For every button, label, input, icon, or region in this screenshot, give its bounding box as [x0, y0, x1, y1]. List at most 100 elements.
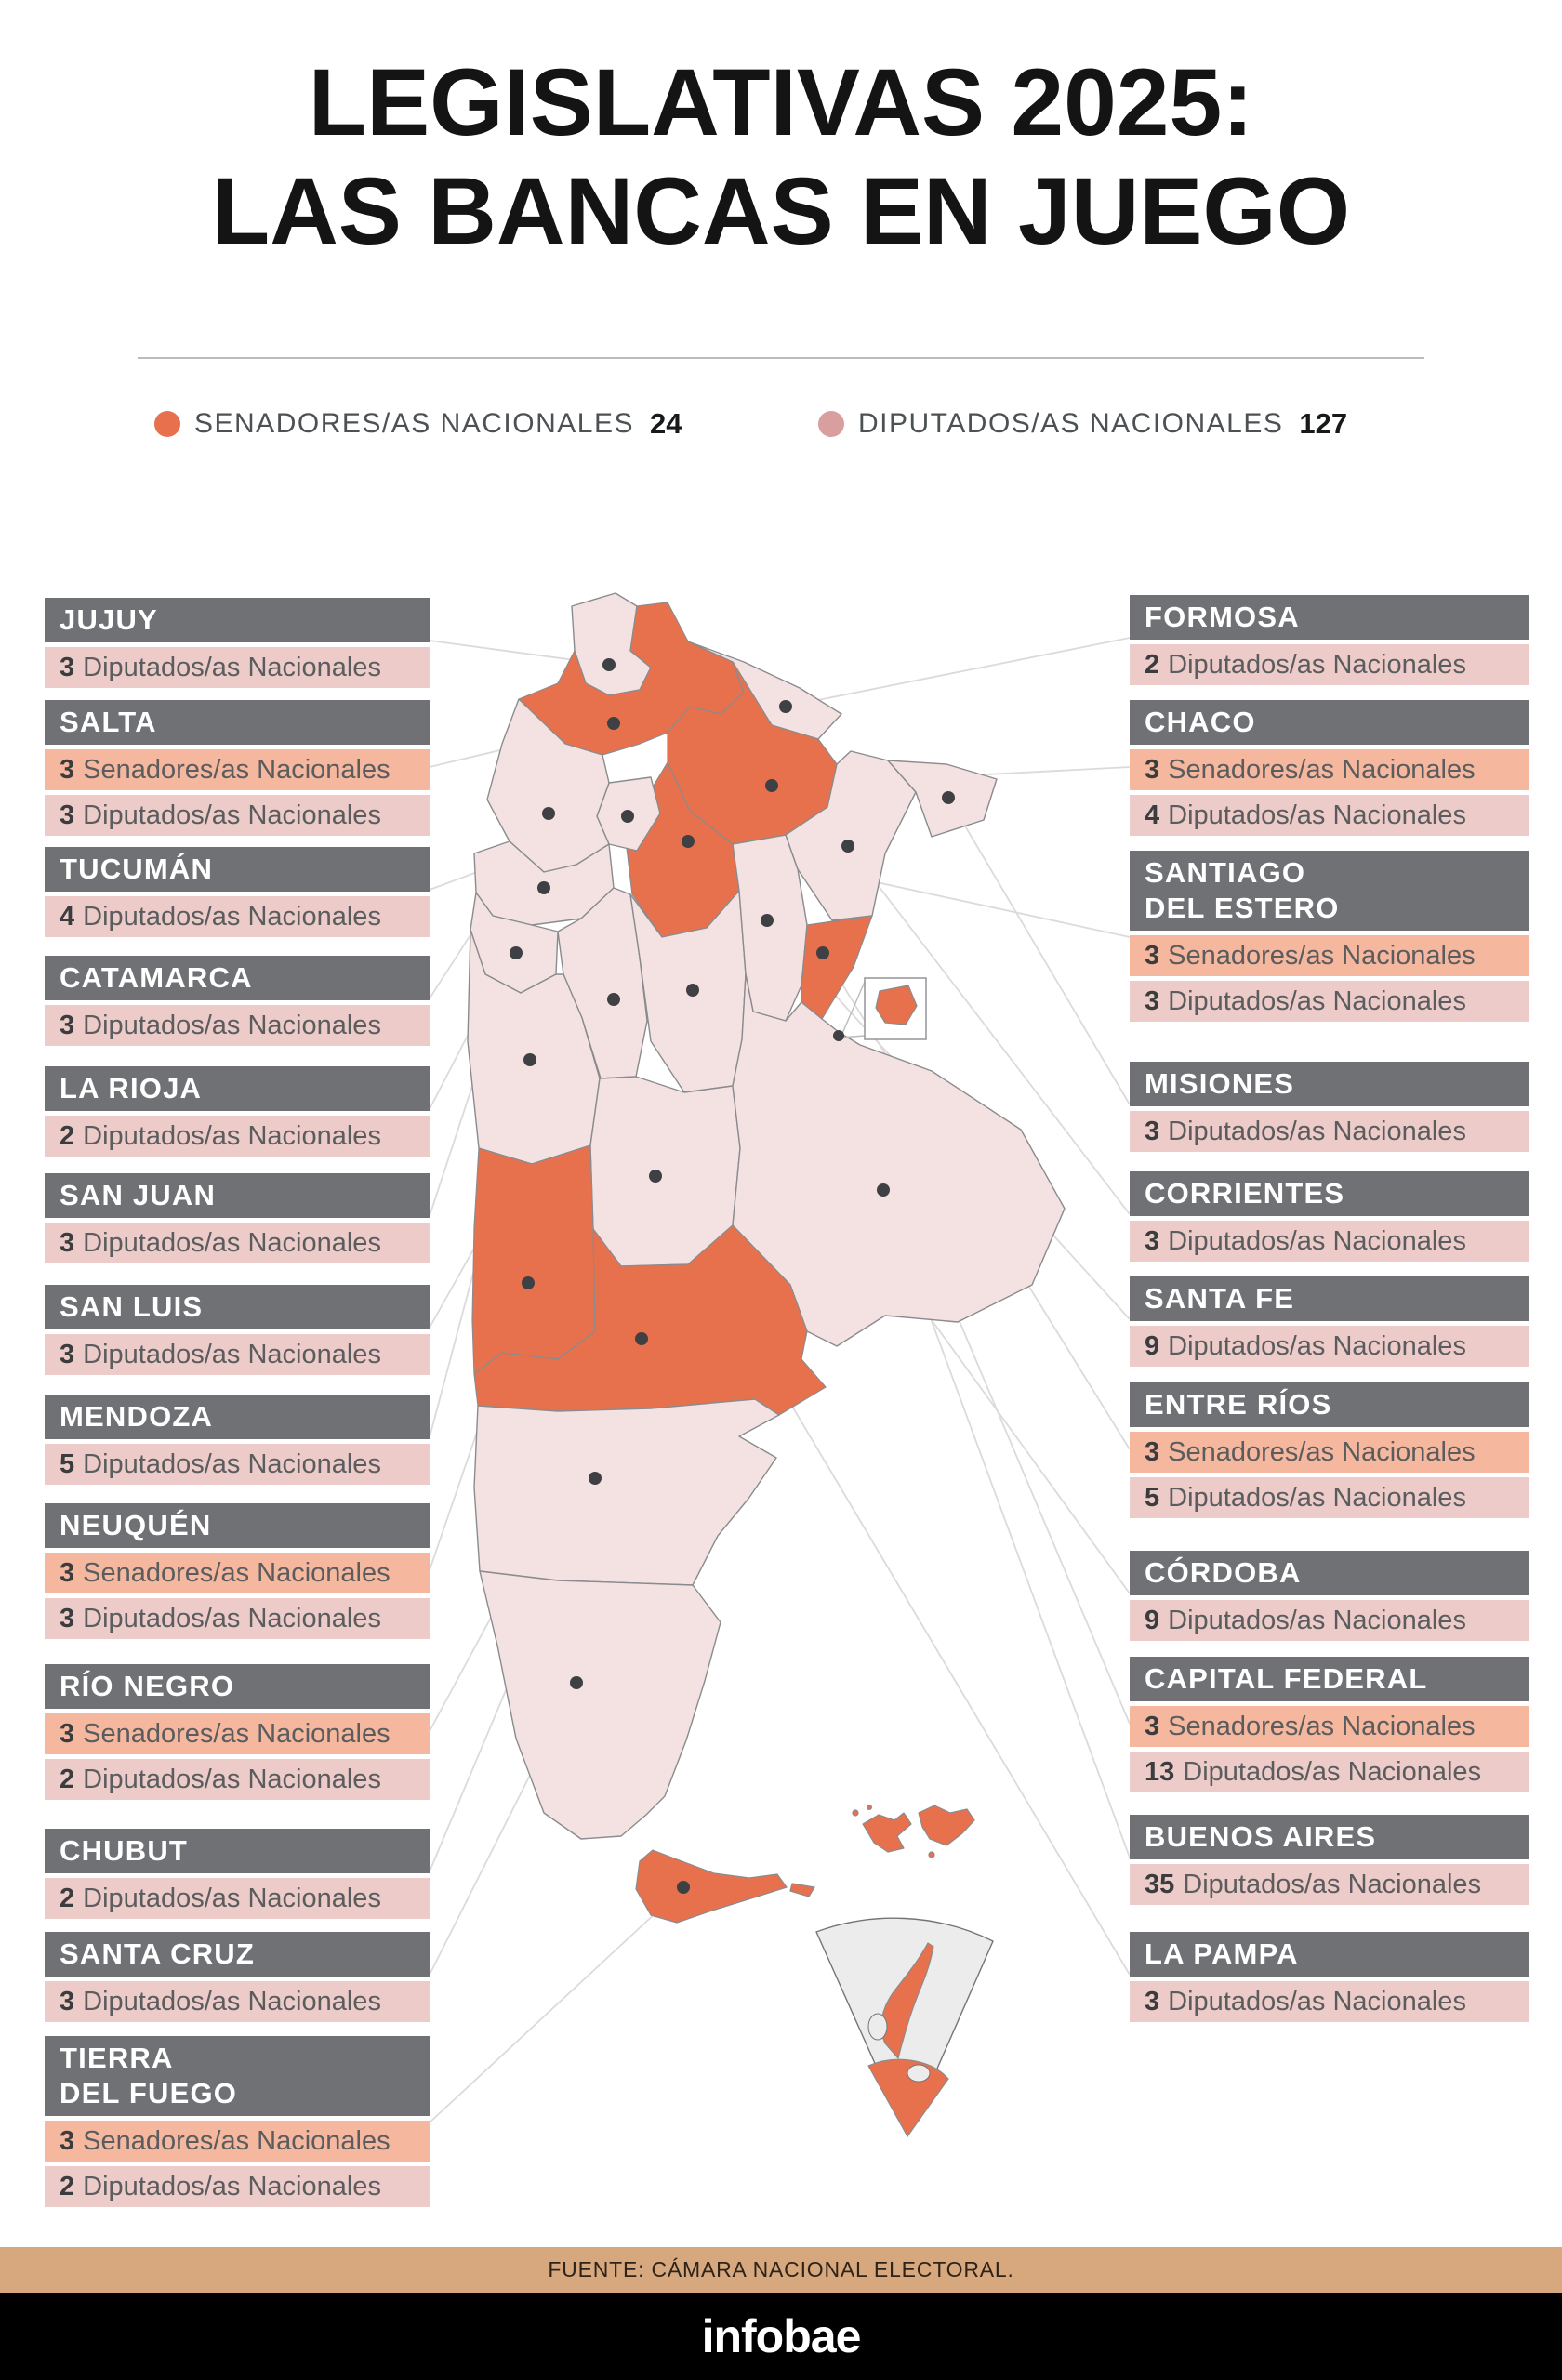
province-name: SANTA CRUZ	[45, 1932, 430, 1977]
deputies-row: 13 Diputados/as Nacionales	[1130, 1752, 1529, 1792]
antarctic-peninsula	[880, 1942, 934, 2059]
province-name: TUCUMÁN	[45, 847, 430, 892]
province-name: CORRIENTES	[1130, 1171, 1529, 1216]
province-block-san_luis: SAN LUIS 3 Diputados/as Nacionales	[45, 1285, 430, 1375]
province-block-santiago: SANTIAGO DEL ESTERO 3 Senadores/as Naciona…	[1130, 851, 1529, 1022]
province-shape-chubut	[473, 1398, 780, 1586]
province-name: MENDOZA	[45, 1395, 430, 1439]
deputies-row: 2 Diputados/as Nacionales	[45, 1878, 430, 1919]
province-labels-left: JUJUY 3 Diputados/as Nacionales SALTA 3 Se…	[45, 0, 430, 2380]
province-block-tierra_del_fuego: TIERRA DEL FUEGO 3 Senadores/as Nacionales…	[45, 2036, 430, 2207]
title-line-1: LEGISLATIVAS 2025:	[308, 49, 1254, 155]
province-block-santa_cruz: SANTA CRUZ 3 Diputados/as Nacionales	[45, 1932, 430, 2022]
deputies-legend-dot	[818, 411, 844, 437]
province-shapes	[467, 592, 1066, 1924]
deputies-row: 2 Diputados/as Nacionales	[45, 1759, 430, 1800]
province-block-capital_federal: CAPITAL FEDERAL 3 Senadores/as Nacionales…	[1130, 1657, 1529, 1792]
senators-row: 3 Senadores/as Nacionales	[45, 2121, 430, 2162]
deputies-row: 9 Diputados/as Nacionales	[1130, 1600, 1529, 1641]
malvinas-islet	[928, 1851, 935, 1858]
province-name: NEUQUÉN	[45, 1503, 430, 1548]
senators-legend-label: SENADORES/AS NACIONALES	[194, 408, 634, 439]
senators-row: 3 Senadores/as Nacionales	[45, 1713, 430, 1754]
province-name: BUENOS AIRES	[1130, 1815, 1529, 1859]
legend-senators: SENADORES/AS NACIONALES 24	[154, 400, 682, 448]
province-block-neuquen: NEUQUÉN 3 Senadores/as Nacionales 3 Diputad…	[45, 1503, 430, 1639]
deputies-row: 5 Diputados/as Nacionales	[45, 1444, 430, 1485]
province-block-la_rioja: LA RIOJA 2 Diputados/as Nacionales	[45, 1066, 430, 1157]
province-block-chaco: CHACO 3 Senadores/as Nacionales 4 Diputados…	[1130, 700, 1529, 836]
isla-de-los-estados	[789, 1883, 815, 1897]
page-title: LEGISLATIVAS 2025: LAS BANCAS EN JUEGO	[0, 48, 1562, 267]
deputies-row: 3 Diputados/as Nacionales	[1130, 981, 1529, 1022]
deputies-row: 3 Diputados/as Nacionales	[45, 1223, 430, 1263]
deputies-row: 3 Diputados/as Nacionales	[45, 1598, 430, 1639]
province-shape-capital-federal	[875, 985, 918, 1025]
malvinas-islet	[866, 1804, 872, 1810]
deputies-row: 2 Diputados/as Nacionales	[45, 2166, 430, 2207]
deputies-legend-count: 127	[1299, 407, 1348, 440]
province-name: SANTA FE	[1130, 1276, 1529, 1321]
province-labels-right: FORMOSA 2 Diputados/as Nacionales CHACO 3…	[1130, 0, 1529, 2380]
antarctic-sector	[815, 1917, 994, 2137]
province-name: LA PAMPA	[1130, 1932, 1529, 1977]
province-shape-santa-cruz	[479, 1570, 721, 1840]
brand-bar: infobae	[0, 2293, 1562, 2380]
senators-row: 3 Senadores/as Nacionales	[1130, 1432, 1529, 1473]
province-shape-entre-rios	[801, 915, 873, 1020]
deputies-row: 3 Diputados/as Nacionales	[45, 1005, 430, 1046]
province-block-cordoba: CÓRDOBA 9 Diputados/as Nacionales	[1130, 1551, 1529, 1641]
senators-legend-dot	[154, 411, 180, 437]
infobae-logo: infobae	[701, 2310, 862, 2362]
source-bar: FUENTE: CÁMARA NACIONAL ELECTORAL.	[0, 2247, 1562, 2293]
province-name: FORMOSA	[1130, 595, 1529, 640]
malvinas-east-island	[918, 1805, 975, 1846]
province-block-santa_fe: SANTA FE 9 Diputados/as Nacionales	[1130, 1276, 1529, 1367]
province-name: RÍO NEGRO	[45, 1664, 430, 1709]
antarctic-coast	[867, 2058, 949, 2137]
province-dots	[510, 658, 955, 1894]
province-block-jujuy: JUJUY 3 Diputados/as Nacionales	[45, 598, 430, 688]
deputies-legend-label: DIPUTADOS/AS NACIONALES	[858, 408, 1284, 439]
province-name: ENTRE RÍOS	[1130, 1382, 1529, 1427]
title-line-2: LAS BANCAS EN JUEGO	[211, 158, 1351, 265]
source-text: FUENTE: CÁMARA NACIONAL ELECTORAL.	[548, 2257, 1014, 2281]
province-block-rio_negro: RÍO NEGRO 3 Senadores/as Nacionales 2 Diput…	[45, 1664, 430, 1800]
deputies-row: 2 Diputados/as Nacionales	[1130, 644, 1529, 685]
deputies-row: 5 Diputados/as Nacionales	[1130, 1477, 1529, 1518]
province-name: CAPITAL FEDERAL	[1130, 1657, 1529, 1701]
province-block-la_pampa: LA PAMPA 3 Diputados/as Nacionales	[1130, 1932, 1529, 2022]
province-shape-corrientes	[785, 750, 917, 921]
deputies-row: 3 Diputados/as Nacionales	[1130, 1221, 1529, 1262]
senators-row: 3 Senadores/as Nacionales	[1130, 749, 1529, 790]
province-name: SALTA	[45, 700, 430, 745]
legend: SENADORES/AS NACIONALES 24 DIPUTADOS/AS …	[0, 400, 1562, 448]
legend-deputies: DIPUTADOS/AS NACIONALES 127	[818, 400, 1347, 448]
province-block-tucuman: TUCUMÁN 4 Diputados/as Nacionales	[45, 847, 430, 937]
province-name: SANTIAGO DEL ESTERO	[1130, 851, 1529, 931]
province-name: TIERRA DEL FUEGO	[45, 2036, 430, 2116]
malvinas-west-island	[862, 1812, 912, 1853]
province-block-corrientes: CORRIENTES 3 Diputados/as Nacionales	[1130, 1171, 1529, 1262]
deputies-row: 35 Diputados/as Nacionales	[1130, 1864, 1529, 1905]
senators-row: 3 Senadores/as Nacionales	[45, 1553, 430, 1593]
deputies-row: 3 Diputados/as Nacionales	[45, 647, 430, 688]
title-divider	[138, 357, 1424, 359]
province-name: MISIONES	[1130, 1062, 1529, 1106]
province-block-mendoza: MENDOZA 5 Diputados/as Nacionales	[45, 1395, 430, 1485]
deputies-row: 9 Diputados/as Nacionales	[1130, 1326, 1529, 1367]
senators-row: 3 Senadores/as Nacionales	[1130, 935, 1529, 976]
senators-row: 3 Senadores/as Nacionales	[45, 749, 430, 790]
deputies-row: 2 Diputados/as Nacionales	[45, 1116, 430, 1157]
province-block-misiones: MISIONES 3 Diputados/as Nacionales	[1130, 1062, 1529, 1152]
deputies-row: 3 Diputados/as Nacionales	[45, 1981, 430, 2022]
province-block-entre_rios: ENTRE RÍOS 3 Senadores/as Nacionales 5 Dipu…	[1130, 1382, 1529, 1518]
malvinas-islet	[852, 1809, 859, 1817]
province-name: CHACO	[1130, 700, 1529, 745]
province-shape-mendoza	[467, 929, 601, 1165]
province-name: SAN JUAN	[45, 1173, 430, 1218]
province-name: CHUBUT	[45, 1829, 430, 1873]
deputies-row: 3 Diputados/as Nacionales	[45, 1334, 430, 1375]
